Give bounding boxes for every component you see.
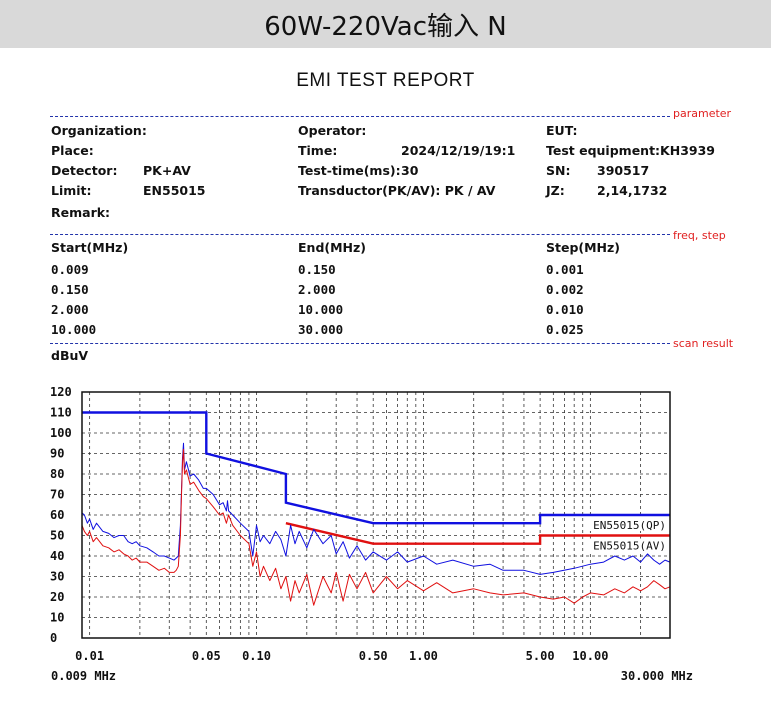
x-tick-label: 10.00 bbox=[572, 649, 608, 663]
banner: 60W-220Vac输入 N bbox=[0, 0, 771, 48]
divider-freq-step bbox=[50, 234, 670, 235]
emi-chart: 0 10 20 30 40 50 60 70 80 90 100 110 120 0.01 0.05 0.1… bbox=[50, 385, 693, 683]
row4-start: 10.000 bbox=[51, 322, 97, 337]
sn-value: 390517 bbox=[597, 163, 650, 178]
y-tick-label: 20 bbox=[50, 590, 64, 604]
detector-label: Detector: bbox=[51, 163, 118, 178]
x-tick-label: 0.01 bbox=[75, 649, 104, 663]
test-time-label: Test-time(ms): bbox=[298, 163, 401, 178]
y-axis-ticks: 0 10 20 30 40 50 60 70 80 90 100 110 120 bbox=[50, 385, 72, 645]
jz-value: 2,14,1732 bbox=[597, 183, 668, 198]
section-tag-parameter: parameter bbox=[673, 107, 732, 120]
section-tag-freq-step: freq, step bbox=[673, 229, 726, 242]
sn-label: SN: bbox=[546, 163, 571, 178]
x-tick-label: 0.05 bbox=[192, 649, 221, 663]
eut-label: EUT: bbox=[546, 123, 578, 138]
limit-value: EN55015 bbox=[143, 183, 206, 198]
y-tick-label: 120 bbox=[50, 385, 72, 399]
row2-end: 2.000 bbox=[298, 282, 336, 297]
measurement-series bbox=[81, 442, 671, 606]
limit-line-1 bbox=[285, 522, 670, 545]
transductor: Transductor(PK/AV): PK / AV bbox=[298, 183, 496, 198]
series-trace-1 bbox=[81, 448, 671, 606]
y-tick-label: 50 bbox=[50, 529, 64, 543]
limit-lines: EN55015(QP) EN55015(AV) bbox=[82, 411, 670, 553]
header-step: Step(MHz) bbox=[546, 240, 621, 255]
remark-label: Remark: bbox=[51, 205, 111, 220]
y-axis-unit: dBuV bbox=[51, 348, 89, 363]
row2-start: 0.150 bbox=[51, 282, 89, 297]
x-axis-ticks: 0.01 0.05 0.10 0.50 1.00 5.00 10.00 bbox=[75, 649, 608, 663]
section-tag-scan-result: scan result bbox=[673, 337, 734, 350]
test-equipment: Test equipment:KH3939 bbox=[546, 143, 715, 158]
time-label: Time: bbox=[298, 143, 338, 158]
y-tick-label: 70 bbox=[50, 488, 64, 502]
row3-start: 2.000 bbox=[51, 302, 89, 317]
x-tick-label: 5.00 bbox=[526, 649, 555, 663]
y-tick-label: 40 bbox=[50, 549, 64, 563]
row3-end: 10.000 bbox=[298, 302, 344, 317]
header-end: End(MHz) bbox=[298, 240, 366, 255]
row1-step: 0.001 bbox=[546, 262, 584, 277]
row1-start: 0.009 bbox=[51, 262, 89, 277]
y-tick-label: 0 bbox=[50, 631, 57, 645]
x-tick-label: 1.00 bbox=[409, 649, 438, 663]
row2-step: 0.002 bbox=[546, 282, 584, 297]
time-value: 2024/12/19/19:1 bbox=[401, 143, 516, 158]
banner-title: 60W-220Vac输入 N bbox=[264, 11, 507, 42]
header-start: Start(MHz) bbox=[51, 240, 129, 255]
place-label: Place: bbox=[51, 143, 94, 158]
limit-label: EN55015(AV) bbox=[593, 540, 666, 553]
limit-label-bg bbox=[586, 538, 668, 552]
limit-label-bg bbox=[586, 518, 668, 531]
jz-label: JZ: bbox=[546, 183, 565, 198]
y-tick-label: 110 bbox=[50, 406, 72, 420]
test-time-value: 30 bbox=[401, 163, 419, 178]
report-title: EMI TEST REPORT bbox=[296, 70, 475, 91]
limit-label: Limit: bbox=[51, 183, 92, 198]
y-tick-label: 100 bbox=[50, 426, 72, 440]
row3-step: 0.010 bbox=[546, 302, 584, 317]
x-axis-start-label: 0.009 MHz bbox=[51, 669, 116, 683]
y-tick-label: 80 bbox=[50, 467, 64, 481]
row4-end: 30.000 bbox=[298, 322, 344, 337]
operator-label: Operator: bbox=[298, 123, 367, 138]
y-tick-label: 10 bbox=[50, 611, 64, 625]
series-trace-0 bbox=[81, 442, 671, 575]
x-axis-end-label: 30.000 MHz bbox=[621, 669, 693, 683]
divider-scan-result bbox=[50, 343, 670, 344]
organization-label: Organization: bbox=[51, 123, 147, 138]
plot-frame bbox=[81, 391, 671, 639]
row4-step: 0.025 bbox=[546, 322, 584, 337]
y-tick-label: 60 bbox=[50, 508, 64, 522]
row1-end: 0.150 bbox=[298, 262, 336, 277]
divider-parameter bbox=[50, 116, 670, 117]
limit-line-0 bbox=[82, 411, 670, 525]
x-tick-label: 0.50 bbox=[359, 649, 388, 663]
detector-value: PK+AV bbox=[143, 163, 191, 178]
y-tick-label: 30 bbox=[50, 570, 64, 584]
y-tick-label: 90 bbox=[50, 447, 64, 461]
limit-label: EN55015(QP) bbox=[593, 519, 666, 532]
x-tick-label: 0.10 bbox=[242, 649, 271, 663]
